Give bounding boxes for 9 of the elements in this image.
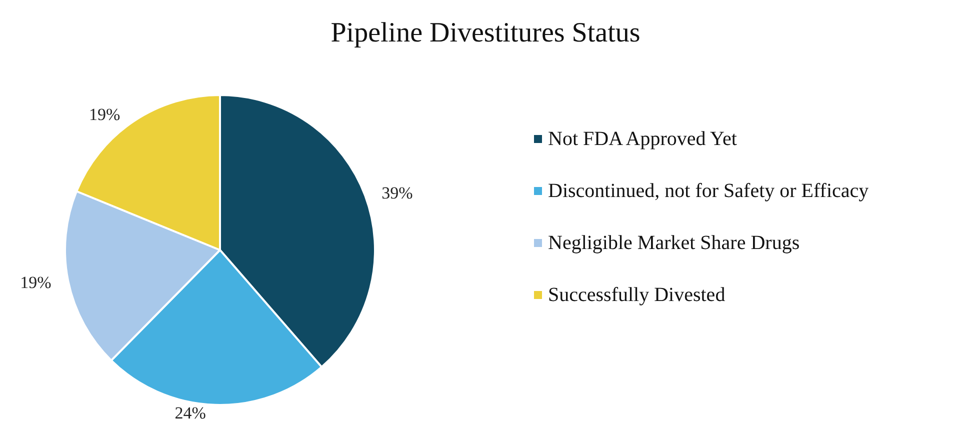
legend-label: Negligible Market Share Drugs [548, 232, 800, 254]
legend-label: Successfully Divested [548, 284, 726, 306]
legend-label: Not FDA Approved Yet [548, 128, 738, 150]
data-label: 19% [89, 105, 120, 124]
legend-label: Discontinued, not for Safety or Efficacy [548, 180, 869, 202]
data-label: 24% [174, 403, 206, 422]
data-label: 39% [382, 183, 413, 202]
data-label: 19% [20, 273, 52, 292]
chart-title: Pipeline Divestitures Status [330, 18, 640, 48]
